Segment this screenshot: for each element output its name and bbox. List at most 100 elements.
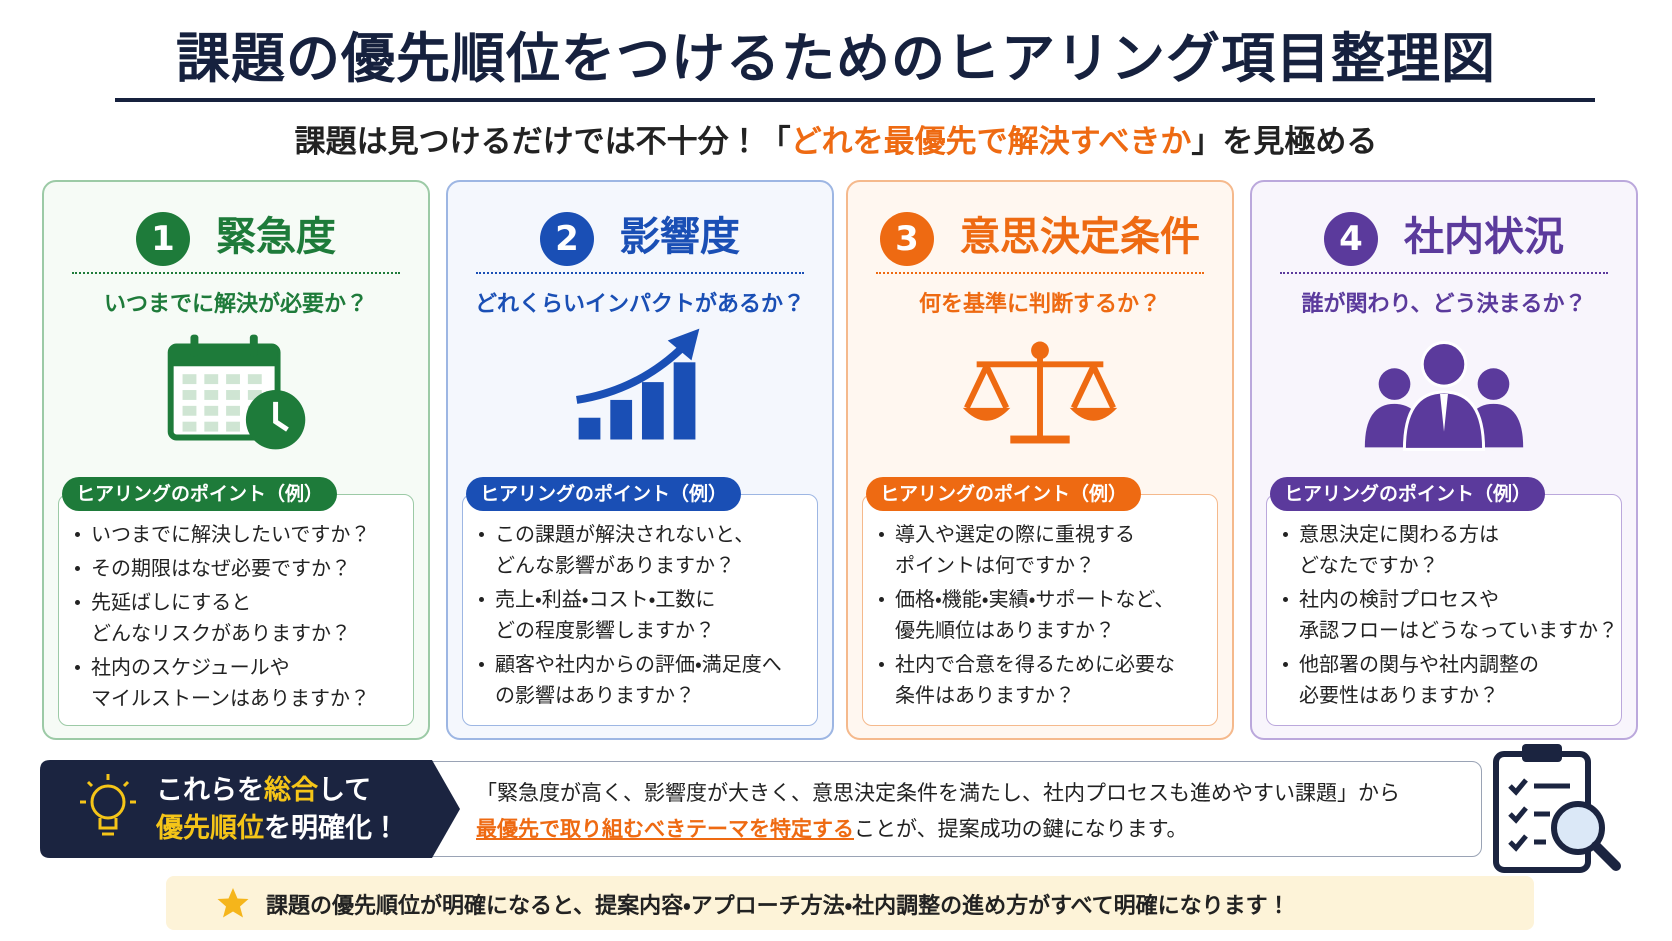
point-item: 社内のスケジュールやマイルストーンはありますか？	[73, 652, 413, 714]
card-title: 社内状況	[1404, 214, 1564, 260]
point-item: いつまでに解決したいですか？	[73, 519, 413, 550]
card-question: 何を基準に判断するか？	[918, 292, 1161, 317]
point-line: 価格・機能・実績・サポートなど、	[895, 587, 1175, 611]
bullet	[479, 662, 484, 667]
subtitle-text: 課題は見つけるだけでは不十分！「	[294, 124, 791, 160]
subtitle: 課題は見つけるだけでは不十分！「どれを最優先で解決すべきか」を見極める	[0, 116, 1672, 161]
title: 課題の優先順位をつけるためのヒアリング項目整理図	[176, 27, 1496, 90]
clipboard-icon	[1493, 744, 1621, 873]
bullet	[75, 532, 80, 537]
point-line: 意思決定に関わる方は	[1299, 522, 1499, 546]
bullet	[879, 597, 884, 602]
bullet	[879, 662, 884, 667]
subtitle-highlight: どれを最優先で解決すべきか	[790, 124, 1192, 160]
card-icon	[1364, 341, 1524, 451]
bullet	[1283, 597, 1288, 602]
point-line: どんな影響がありますか？	[495, 553, 735, 577]
card-header: 4 社内状況	[1252, 204, 1636, 266]
card-question: 誰が関わり、どう決まるか？	[1301, 292, 1587, 317]
points-box: 導入や選定の際に重視する ポイントは何ですか？ 価格・機能・実績・サポートなど、 優先…	[862, 494, 1218, 726]
dotted-rule	[72, 272, 400, 274]
point-item: この課題が解決されないと、 どんな影響がありますか？	[477, 519, 817, 581]
bullet	[75, 566, 80, 571]
bullet	[1283, 532, 1288, 537]
points-label: ヒアリングのポイント（例）	[466, 477, 742, 511]
card: 1 緊急度いつまでに解決が必要か？ いつまでに解決したいですか？ その期限はなぜ必要で…	[42, 180, 430, 740]
point-line: マイルストーンはありますか？	[91, 686, 370, 710]
bullet	[75, 665, 80, 670]
point-item: 価格・機能・実績・サポートなど、 優先順位はありますか？	[877, 584, 1217, 646]
card-header: 2 影響度	[448, 204, 832, 266]
point-line: 承認フローはどうなっていますか？	[1299, 618, 1618, 642]
point-item: 先延ばしにするとどんなリスクがありますか？	[73, 587, 413, 649]
card-number: 3	[880, 212, 934, 266]
point-item: 他部署の関与や社内調整の 必要性はありますか？	[1281, 649, 1621, 711]
heading-line: これらを総合して	[156, 772, 399, 810]
card-number: 1	[136, 212, 190, 266]
banner-shape	[40, 760, 460, 858]
point-item: 社内の検討プロセスや承認フローはどうなっていますか？	[1281, 584, 1621, 646]
point-item: 導入や選定の際に重視する ポイントは何ですか？	[877, 519, 1217, 581]
card-title: 意思決定条件	[960, 214, 1200, 260]
bullet	[479, 597, 484, 602]
t: ことが、提案成功の鍵になります。	[854, 817, 1188, 841]
point-line: 先延ばしにすると	[91, 590, 252, 614]
point-line: この課題が解決されないと、	[495, 522, 755, 546]
bullet	[479, 532, 484, 537]
point-line: どの程度影響しますか？	[495, 618, 715, 642]
points-label: ヒアリングのポイント（例）	[62, 477, 338, 511]
card: 4 社内状況誰が関わり、どう決まるか？ 意思決定に関わる方は どなたですか？ 社内の検討…	[1250, 180, 1638, 740]
body-line: 最優先で取り組むべきテーマを特定することが、提案成功の鍵になります。	[476, 811, 1400, 847]
point-item: 社内で合意を得るために必要な 条件はありますか？	[877, 649, 1217, 711]
point-line: 売上・利益・コスト・工数に	[495, 587, 716, 611]
point-item: その期限はなぜ必要ですか？	[73, 553, 413, 584]
dotted-rule	[1280, 272, 1608, 274]
body-line: 「緊急度が高く、影響度が大きく、意思決定条件を満たし、社内プロセスも進めやすい課…	[476, 781, 1400, 805]
points-label: ヒアリングのポイント（例）	[1270, 477, 1546, 511]
point-line: 導入や選定の際に重視する	[895, 522, 1135, 546]
t: を明確化！	[264, 813, 399, 844]
points-label: ヒアリングのポイント（例）	[866, 477, 1142, 511]
point-line: どなたですか？	[1299, 553, 1439, 577]
points-box: 意思決定に関わる方は どなたですか？ 社内の検討プロセスや承認フローはどうなっていま…	[1266, 494, 1622, 726]
point-line: 社内のスケジュールや	[91, 655, 290, 679]
points-box: この課題が解決されないと、 どんな影響がありますか？ 売上・利益・コスト・工数に どの…	[462, 494, 818, 726]
card-number: 4	[1324, 212, 1378, 266]
summary-banner	[40, 760, 460, 858]
point-line: 優先順位はありますか？	[895, 618, 1115, 642]
card-header: 3 意思決定条件	[848, 204, 1232, 266]
point-line: 社内の検討プロセスや	[1299, 587, 1499, 611]
summary-heading: これらを総合して 優先順位を明確化！	[156, 772, 399, 848]
point-line: ポイントは何ですか？	[895, 553, 1095, 577]
point-item: 売上・利益・コスト・工数に どの程度影響しますか？	[477, 584, 817, 646]
point-line: 顧客や社内からの評価・満足度へ	[495, 652, 782, 676]
summary-body: 「緊急度が高く、影響度が大きく、意思決定条件を満たし、社内プロセスも進めやすい課…	[476, 775, 1400, 847]
t-highlight: 総合	[264, 775, 318, 806]
card-number: 2	[540, 212, 594, 266]
dotted-rule	[876, 272, 1204, 274]
bullet	[1283, 662, 1288, 667]
point-line: 社内で合意を得るために必要な	[895, 652, 1175, 676]
title-rule	[115, 98, 1595, 102]
footer-note: 課題の優先順位が明確になると、提案内容・アプローチ方法・社内調整の進め方がすべて…	[266, 894, 1290, 919]
point-line: 他部署の関与や社内調整の	[1299, 652, 1539, 676]
card-title: 影響度	[620, 214, 740, 260]
card-title: 緊急度	[216, 214, 336, 260]
card-icon	[962, 341, 1118, 444]
card: 3 意思決定条件何を基準に判断するか？ 導入や選定の際に重視する ポイントは何ですか？…	[846, 180, 1234, 740]
t-highlight: 優先順位	[156, 813, 264, 844]
points-box: いつまでに解決したいですか？ その期限はなぜ必要ですか？ 先延ばしにすると どんなリス…	[58, 494, 414, 726]
point-item: 顧客や社内からの評価・満足度へ の影響はありますか？	[477, 649, 817, 711]
point-line: 必要性はありますか？	[1299, 683, 1499, 707]
card: 2 影響度どれくらいインパクトがあるか？ この課題が解決されないと、 どんな影響があり…	[446, 180, 834, 740]
bullet	[75, 600, 80, 605]
body-highlight: 最優先で取り組むべきテーマを特定する	[476, 817, 854, 841]
t: して	[318, 775, 372, 806]
point-line: どんなリスクがありますか？	[91, 621, 351, 645]
card-question: どれくらいインパクトがあるか？	[474, 292, 805, 317]
t: これらを	[156, 775, 264, 806]
card-header: 1 緊急度	[44, 204, 428, 266]
card-question: いつまでに解決が必要か？	[103, 292, 368, 317]
card-icon	[167, 334, 306, 450]
